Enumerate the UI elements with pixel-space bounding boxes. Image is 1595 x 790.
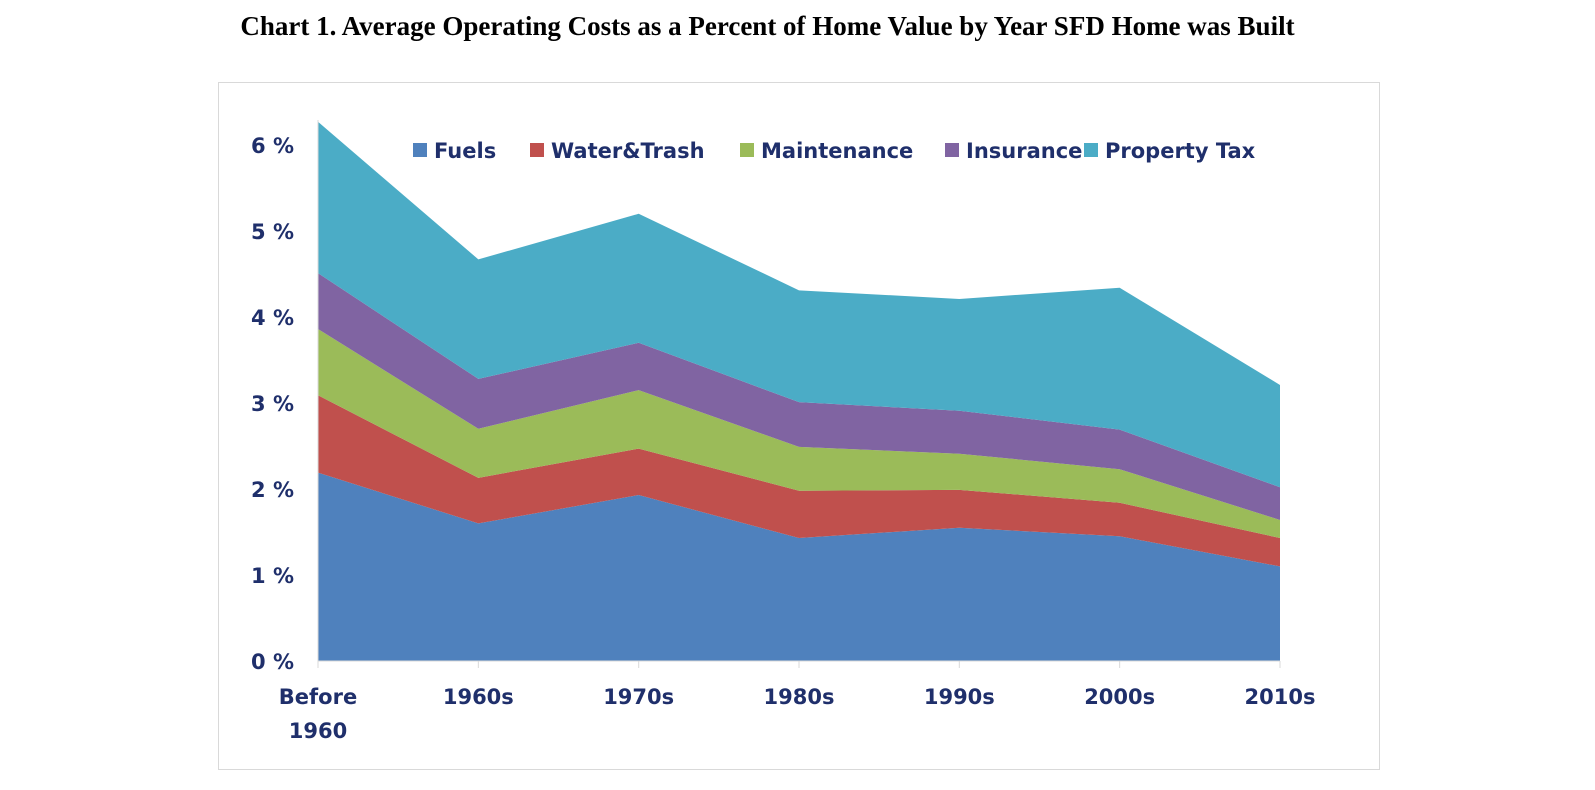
legend-label: Property Tax — [1105, 139, 1256, 163]
x-tick-label: 2010s — [1245, 685, 1316, 709]
y-tick-label: 5 % — [251, 220, 294, 244]
legend-swatch — [530, 143, 544, 157]
area-fuels — [318, 472, 1280, 661]
legend-label: Fuels — [434, 139, 496, 163]
x-tick-label: 1990s — [924, 685, 995, 709]
x-tick-label: 1960 — [289, 719, 347, 743]
legend-swatch — [413, 143, 427, 157]
x-tick-label: 1980s — [764, 685, 835, 709]
chart-title: Chart 1. Average Operating Costs as a Pe… — [240, 11, 1295, 41]
chart-frame — [218, 82, 1380, 770]
legend-swatch — [740, 143, 754, 157]
x-tick-label: Before — [279, 685, 357, 709]
legend-swatch — [1084, 143, 1098, 157]
legend-swatch — [945, 143, 959, 157]
legend-label: Water&Trash — [551, 139, 705, 163]
x-tick-label: 1960s — [443, 685, 514, 709]
area-maintenance — [318, 329, 1280, 539]
y-tick-label: 1 % — [251, 564, 294, 588]
area-insurance — [318, 273, 1280, 520]
y-tick-label: 4 % — [251, 306, 294, 330]
area-property-tax — [318, 121, 1280, 488]
legend-label: Insurance — [966, 139, 1082, 163]
area-water-trash — [318, 395, 1280, 567]
x-tick-label: 1970s — [603, 685, 674, 709]
x-tick-label: 2000s — [1084, 685, 1155, 709]
y-tick-label: 6 % — [251, 134, 294, 158]
legend-label: Maintenance — [761, 139, 913, 163]
y-tick-label: 0 % — [251, 650, 294, 674]
y-tick-label: 2 % — [251, 478, 294, 502]
y-tick-label: 3 % — [251, 392, 294, 416]
